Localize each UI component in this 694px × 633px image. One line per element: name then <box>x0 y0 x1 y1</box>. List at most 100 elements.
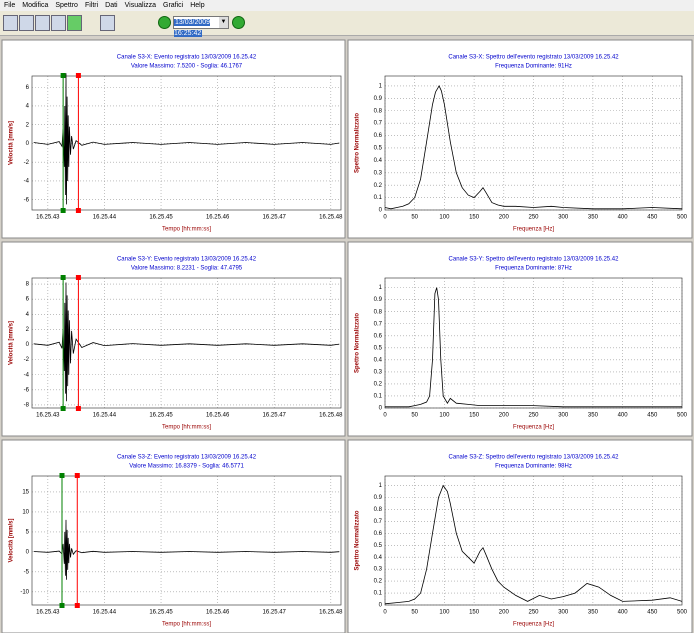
x-tick-label: 400 <box>618 215 629 221</box>
y-tick-label: 0 <box>379 208 383 214</box>
menu-item[interactable]: File <box>4 2 16 9</box>
x-tick-label: 350 <box>588 610 599 616</box>
menu-item[interactable]: Spettro <box>55 2 78 9</box>
x-tick-label: 100 <box>439 215 450 221</box>
x-tick-label: 500 <box>677 215 688 221</box>
x-tick-label: 16.25.46 <box>206 413 230 419</box>
y-tick-label: 2 <box>26 327 30 333</box>
prev-button[interactable] <box>158 16 171 29</box>
x-axis-label: Frequenza [Hz] <box>513 622 554 628</box>
y-tick-label: 0.3 <box>374 170 383 176</box>
signal-line <box>33 282 340 402</box>
y-tick-label: 0.9 <box>374 96 383 102</box>
menu-item[interactable]: Dati <box>105 2 118 9</box>
y-tick-label: 0.1 <box>374 394 383 400</box>
plot-frame <box>31 75 342 211</box>
print-button[interactable] <box>35 15 50 31</box>
chart-subtitle: Valore Massimo: 7.5200 - Soglia: 46.1767 <box>131 64 243 70</box>
chart-panel: Canale S3-Y: Evento registrato 13/03/200… <box>1 241 346 437</box>
y-tick-label: 0.8 <box>374 108 383 114</box>
y-tick-label: 0.2 <box>374 579 383 585</box>
y-tick-label: 0 <box>379 603 383 609</box>
menu-item[interactable]: Filtri <box>84 2 99 9</box>
y-tick-label: 2 <box>26 122 30 128</box>
signal-line <box>33 519 340 580</box>
y-axis-label: Velocità [mm/s] <box>9 321 15 365</box>
open-button[interactable] <box>19 15 34 31</box>
y-tick-label: 0.3 <box>374 369 383 375</box>
y-tick-label: -5 <box>24 569 30 575</box>
x-tick-label: 100 <box>439 610 450 616</box>
x-tick-label: 16.25.46 <box>206 215 230 221</box>
combo-arrow[interactable]: ▼ <box>219 17 228 28</box>
filter-button[interactable] <box>51 15 66 31</box>
marker-handle <box>75 73 81 78</box>
menu-item[interactable]: Grafici <box>163 2 184 9</box>
x-tick-label: 16.25.48 <box>319 413 343 419</box>
marker-handle <box>74 603 80 608</box>
y-tick-label: 1 <box>379 483 383 489</box>
y-tick-label: -6 <box>24 387 30 393</box>
next-button[interactable] <box>232 16 245 29</box>
y-axis-label: Spettro Normalizzato <box>355 313 361 373</box>
menu-item[interactable]: Help <box>190 2 205 9</box>
x-tick-label: 300 <box>558 215 569 221</box>
y-tick-label: 0.3 <box>374 567 383 573</box>
y-tick-label: 10 <box>22 510 29 516</box>
y-tick-label: 0.1 <box>374 195 383 201</box>
x-tick-label: 16.25.45 <box>149 215 173 221</box>
x-tick-label: 350 <box>588 215 599 221</box>
panel-bg <box>1 39 346 239</box>
y-tick-label: 0.6 <box>374 531 383 537</box>
chart-title: Canale S3-Y: Evento registrato 13/03/200… <box>117 257 257 263</box>
marker-handle <box>59 473 65 478</box>
menu-item[interactable]: Visualizza <box>124 2 156 9</box>
x-tick-label: 150 <box>469 215 480 221</box>
y-tick-label: 15 <box>22 490 29 496</box>
export-button[interactable] <box>67 15 82 31</box>
chart-subtitle: Valore Massimo: 16.8379 - Soglia: 46.577… <box>129 464 244 470</box>
y-tick-label: 0.9 <box>374 495 383 501</box>
menu-item[interactable]: Modifica <box>22 2 49 9</box>
signal-line <box>384 85 683 210</box>
x-tick-label: 250 <box>528 215 539 221</box>
chart-panel: Canale S3-Z: Evento registrato 13/03/200… <box>1 439 346 633</box>
y-tick-label: 0.6 <box>374 333 383 339</box>
y-tick-label: 6 <box>26 85 30 91</box>
x-axis-label: Frequenza [Hz] <box>513 425 554 431</box>
y-tick-label: 1 <box>379 84 383 90</box>
y-tick-label: 0.2 <box>374 183 383 189</box>
toolbar: 13/03/2009 16:25:42 ▼ <box>0 11 694 37</box>
marker-handle <box>60 208 66 213</box>
x-tick-label: 16.25.43 <box>36 215 60 221</box>
chart-title: Canale S3-Z: Evento registrato 13/03/200… <box>117 455 257 461</box>
y-tick-label: 0.8 <box>374 309 383 315</box>
x-tick-label: 450 <box>647 610 658 616</box>
x-tick-label: 150 <box>469 413 480 419</box>
x-tick-label: 200 <box>499 215 510 221</box>
x-tick-label: 0 <box>383 413 387 419</box>
x-tick-label: 150 <box>469 610 480 616</box>
y-tick-label: 0 <box>26 141 30 147</box>
chart-panel: Canale S3-X: Evento registrato 13/03/200… <box>1 39 346 239</box>
y-tick-label: -2 <box>24 357 30 363</box>
chart-title: Canale S3-X: Spettro dell'evento registr… <box>448 55 619 61</box>
plot-frame <box>384 75 683 211</box>
panel-bg <box>1 241 346 437</box>
y-tick-label: 0.5 <box>374 146 383 152</box>
y-axis-label: Velocità [mm/s] <box>9 121 15 165</box>
x-tick-label: 16.25.44 <box>93 215 117 221</box>
x-tick-label: 200 <box>499 413 510 419</box>
save-button[interactable] <box>3 15 18 31</box>
date-combo[interactable]: 13/03/2009 16:25:42 ▼ <box>173 16 229 37</box>
plot-frame <box>31 475 342 606</box>
x-tick-label: 450 <box>647 413 658 419</box>
marker-handle <box>60 406 66 411</box>
panel-bg <box>347 241 693 437</box>
x-tick-label: 50 <box>411 413 418 419</box>
charts: Canale S3-X: Evento registrato 13/03/200… <box>1 39 693 633</box>
x-tick-label: 16.25.47 <box>263 413 287 419</box>
y-tick-label: 0.7 <box>374 519 383 525</box>
settings-button[interactable] <box>100 15 115 31</box>
